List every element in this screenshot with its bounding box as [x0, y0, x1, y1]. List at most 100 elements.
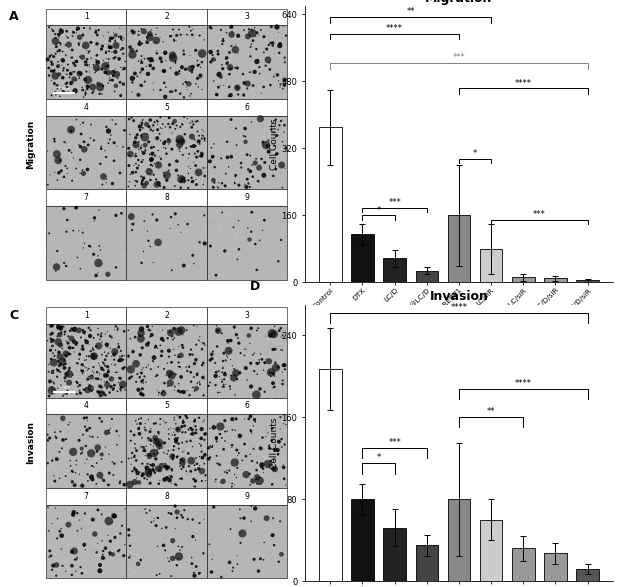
Point [119, 472, 129, 481]
Point [53, 335, 63, 345]
Point [79, 437, 89, 447]
Point [87, 170, 97, 179]
Point [273, 140, 283, 150]
Point [190, 430, 200, 440]
Point [267, 516, 277, 525]
Point [256, 79, 266, 88]
Point [266, 158, 276, 168]
Point [236, 126, 246, 136]
Point [219, 131, 229, 140]
Point [252, 252, 262, 262]
Point [67, 372, 77, 382]
Point [72, 143, 82, 152]
Point [79, 450, 89, 459]
Point [274, 416, 284, 425]
Point [110, 416, 120, 426]
Point [65, 413, 75, 423]
Point [189, 208, 199, 217]
Point [104, 376, 114, 385]
Point [159, 92, 169, 101]
Point [217, 553, 227, 562]
Point [79, 326, 89, 336]
Point [181, 210, 191, 220]
Point [196, 203, 206, 212]
Point [148, 78, 158, 87]
Point [170, 524, 180, 534]
Point [60, 564, 70, 573]
Point [153, 366, 163, 376]
Point [89, 92, 99, 102]
Point [228, 180, 238, 189]
Point [184, 202, 194, 211]
Point [190, 50, 200, 60]
Point [145, 440, 155, 449]
Point [158, 205, 168, 215]
Point [253, 146, 263, 155]
Point [168, 58, 178, 67]
Point [166, 452, 176, 461]
Point [47, 375, 57, 384]
Point [154, 161, 163, 170]
Point [76, 151, 86, 160]
Point [131, 566, 141, 575]
Point [143, 369, 153, 378]
Point [55, 131, 65, 141]
Point [144, 345, 154, 355]
Point [96, 521, 106, 530]
Point [47, 52, 57, 61]
Point [127, 22, 137, 31]
Point [251, 31, 261, 40]
Point [238, 136, 248, 146]
Point [251, 225, 261, 235]
Point [265, 45, 275, 55]
Point [88, 217, 98, 227]
Point [255, 362, 265, 372]
Point [210, 371, 220, 380]
Point [162, 119, 172, 128]
Point [271, 453, 280, 463]
Point [195, 513, 205, 522]
Point [77, 479, 87, 488]
Point [126, 336, 136, 346]
Point [54, 474, 64, 483]
Point [72, 58, 82, 67]
Point [166, 552, 176, 562]
Point [245, 527, 254, 537]
Point [139, 129, 149, 139]
Point [148, 241, 158, 250]
Point [78, 527, 88, 536]
Point [243, 340, 253, 350]
Point [114, 136, 124, 146]
Point [191, 332, 201, 342]
Point [278, 419, 288, 429]
Point [261, 228, 271, 238]
Point [129, 571, 139, 581]
Point [45, 235, 54, 244]
Point [116, 468, 126, 477]
Point [110, 161, 119, 171]
Point [197, 168, 207, 177]
Point [104, 143, 114, 152]
Point [218, 165, 228, 174]
Point [150, 117, 160, 127]
Point [100, 205, 110, 214]
Point [54, 80, 64, 89]
Point [184, 40, 194, 49]
Point [66, 566, 76, 576]
Point [47, 62, 57, 71]
Point [210, 154, 220, 164]
Point [271, 349, 281, 358]
Point [244, 504, 254, 514]
Point [276, 328, 286, 337]
Point [158, 336, 168, 345]
Point [152, 501, 162, 510]
Point [97, 265, 106, 274]
Point [192, 446, 202, 455]
Point [230, 322, 240, 332]
Point [226, 92, 236, 102]
Point [185, 225, 195, 234]
Point [225, 227, 235, 236]
Point [98, 383, 108, 392]
Point [172, 55, 182, 65]
Point [206, 348, 216, 357]
